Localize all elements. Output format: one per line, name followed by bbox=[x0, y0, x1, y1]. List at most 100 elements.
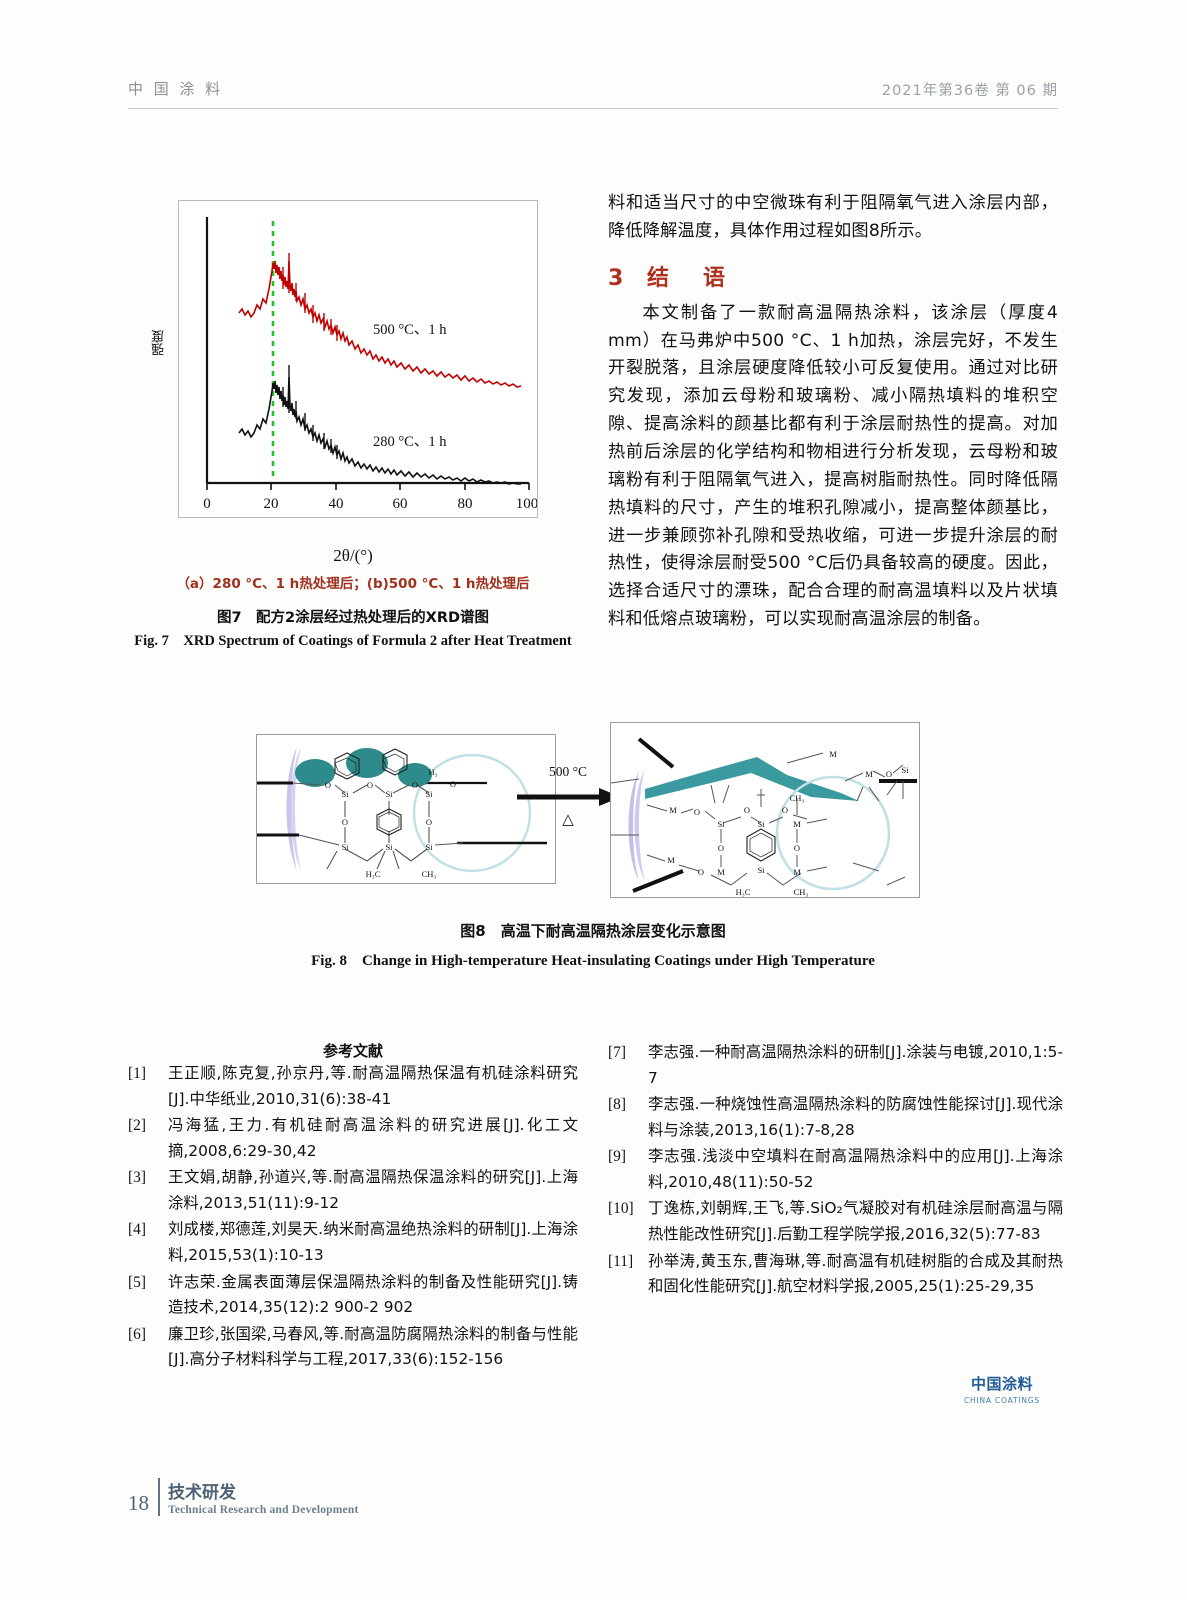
svg-text:80: 80 bbox=[458, 496, 473, 512]
svg-text:O: O bbox=[694, 807, 700, 817]
right-column: 料和适当尺寸的中空微珠有利于阻隔氧气进入涂层内部，降低降解温度，具体作用过程如图… bbox=[608, 190, 1058, 634]
svg-text:M: M bbox=[667, 855, 675, 865]
svg-text:O: O bbox=[325, 780, 331, 790]
svg-text:Si: Si bbox=[385, 789, 393, 799]
figure-8-caption-en: Fig. 8 Change in High-temperature Heat-i… bbox=[311, 953, 875, 969]
footer-section-cn: 技术研发 bbox=[168, 1483, 236, 1503]
svg-text:O: O bbox=[342, 817, 348, 827]
figure-7: 强度 bbox=[128, 180, 578, 600]
series-label-280c: 280 °C、1 h bbox=[373, 434, 447, 450]
heating-arrow-group: 500 °C △ bbox=[513, 764, 623, 844]
references-heading: 参考文献 bbox=[322, 1042, 383, 1060]
reference-text: 廉卫珍,张国梁,马春风,等.耐高温防腐隔热涂料的制备与性能[J].高分子材料科学… bbox=[168, 1324, 578, 1369]
reference-item: [5] 许志荣.金属表面薄层保温隔热涂料的制备及性能研究[J].铸造技术,2014… bbox=[128, 1270, 578, 1321]
section-heading: 3 结 语 bbox=[608, 260, 1058, 292]
left-column: 强度 bbox=[128, 180, 578, 653]
page-footer: 18 技术研发 Technical Research and Developme… bbox=[128, 1478, 358, 1516]
svg-text:Si: Si bbox=[341, 842, 349, 852]
reference-number: [4] bbox=[128, 1221, 146, 1239]
reaction-arrow-icon bbox=[517, 788, 621, 806]
reference-item: [9] 李志强.浅淡中空填料在耐高温隔热涂料中的应用[J].上海涂料,2010,4… bbox=[608, 1144, 1063, 1195]
svg-text:CH₃: CH₃ bbox=[790, 793, 805, 803]
figure-8: O Si O Si O Si O O O Si Si Si H₃C CH₃ bbox=[128, 712, 1058, 970]
logo-text-en: CHINA COATINGS bbox=[964, 1396, 1040, 1405]
svg-text:20: 20 bbox=[264, 496, 279, 512]
svg-text:O: O bbox=[744, 805, 750, 815]
reference-number: [10] bbox=[608, 1200, 634, 1218]
reference-text: 李志强.一种烧蚀性高温隔热涂料的防腐蚀性能探讨[J].现代涂料与涂装,2013,… bbox=[648, 1095, 1063, 1139]
svg-text:Si: Si bbox=[717, 819, 725, 829]
reference-text: 孙举涛,黄玉东,曹海琳,等.耐高温有机硅树脂的合成及其耐热和固化性能研究[J].… bbox=[648, 1251, 1063, 1296]
references-list-left: [1] 王正顺,陈克复,孙京丹,等.耐高温隔热保温有机硅涂料研究[J].中华纸业,… bbox=[128, 1061, 578, 1373]
reference-text: 丁逸栋,刘朝辉,王飞,等.SiO₂气凝胶对有机硅涂层耐高温与隔热性能改性研究[J… bbox=[648, 1199, 1063, 1243]
svg-text:0: 0 bbox=[203, 496, 211, 512]
svg-text:O: O bbox=[782, 805, 788, 815]
conclusion-paragraph: 本文制备了一款耐高温隔热涂料，该涂层（厚度4 mm）在马弗炉中500 °C、1 … bbox=[608, 302, 1058, 630]
svg-text:O: O bbox=[412, 780, 418, 790]
reference-item: [2] 冯海猛,王力.有机硅耐高温涂料的研究进展[J].化工文摘,2008,6:2… bbox=[128, 1113, 578, 1164]
svg-text:M: M bbox=[865, 769, 873, 779]
xrd-plot-area: 0 20 40 60 80 100 bbox=[178, 200, 538, 518]
svg-text:60: 60 bbox=[393, 496, 408, 512]
reference-number: [11] bbox=[608, 1252, 634, 1270]
logo-text-cn: 中国涂料 bbox=[970, 1375, 1033, 1393]
reference-item: [4] 刘成楼,郑德莲,刘昊天.纳米耐高温绝热涂料的研制[J].上海涂料,2015… bbox=[128, 1217, 578, 1268]
reference-item: [6] 廉卫珍,张国梁,马春风,等.耐高温防腐隔热涂料的制备与性能[J].高分子材… bbox=[128, 1322, 578, 1373]
page-number: 18 bbox=[128, 1491, 149, 1515]
coating-before-heating-svg: O Si O Si O Si O O O Si Si Si H₃C CH₃ bbox=[257, 747, 547, 879]
reference-number: [2] bbox=[128, 1117, 146, 1135]
figure-7-subcaption: （a）280 °C、1 h热处理后；(b)500 °C、1 h热处理后 bbox=[176, 576, 530, 592]
figure-7-caption-cn: 图7 配方2涂层经过热处理后的XRD谱图 bbox=[216, 610, 490, 626]
issue-info: 2021年第36卷 第 06 期 bbox=[881, 83, 1058, 99]
footer-section-en: Technical Research and Development bbox=[168, 1504, 359, 1516]
reference-text: 许志荣.金属表面薄层保温隔热涂料的制备及性能研究[J].铸造技术,2014,35… bbox=[168, 1272, 578, 1317]
references-list-right: [7] 李志强.一种耐高温隔热涂料的研制[J].涂装与电镀,2010,1:5-7[… bbox=[608, 1040, 1063, 1300]
section-number: 3 bbox=[608, 265, 634, 291]
svg-text:Si: Si bbox=[341, 789, 349, 799]
svg-text:Si: Si bbox=[901, 765, 909, 775]
reference-item: [10] 丁逸栋,刘朝辉,王飞,等.SiO₂气凝胶对有机硅涂层耐高温与隔热性能改性… bbox=[608, 1196, 1063, 1247]
svg-text:Si: Si bbox=[757, 819, 765, 829]
svg-text:Si: Si bbox=[757, 865, 765, 875]
svg-text:Si: Si bbox=[425, 842, 433, 852]
svg-text:M: M bbox=[793, 867, 801, 877]
page-header: 中 国 涂 料 2021年第36卷 第 06 期 bbox=[128, 78, 1058, 112]
header-divider bbox=[128, 108, 1058, 109]
svg-text:M: M bbox=[669, 805, 677, 815]
x-axis-label: 2θ/(°) bbox=[333, 546, 373, 565]
svg-text:H₃C: H₃C bbox=[736, 887, 751, 897]
journal-name: 中 国 涂 料 bbox=[128, 80, 224, 98]
delta-heat-symbol: △ bbox=[562, 810, 574, 828]
xrd-chart-svg: 0 20 40 60 80 100 bbox=[203, 217, 538, 512]
reference-number: [8] bbox=[608, 1096, 626, 1114]
figure-8-stage: O Si O Si O Si O O O Si Si Si H₃C CH₃ bbox=[128, 712, 1058, 912]
section-title: 结 语 bbox=[646, 265, 731, 291]
svg-text:O: O bbox=[886, 769, 892, 779]
figure-8-caption-cn: 图8 高温下耐高温隔热涂层变化示意图 bbox=[460, 922, 726, 940]
svg-text:O: O bbox=[698, 867, 704, 877]
svg-text:H₃C: H₃C bbox=[366, 869, 381, 879]
reference-text: 冯海猛,王力.有机硅耐高温涂料的研究进展[J].化工文摘,2008,6:29-3… bbox=[168, 1116, 578, 1160]
svg-text:Si: Si bbox=[385, 842, 393, 852]
reference-number: [7] bbox=[608, 1044, 626, 1061]
svg-text:M: M bbox=[717, 867, 725, 877]
reference-number: [6] bbox=[128, 1325, 146, 1343]
references-left-column: 参考文献 [1] 王正顺,陈克复,孙京丹,等.耐高温隔热保温有机硅涂料研究[J].… bbox=[128, 1040, 578, 1374]
heating-temperature-label: 500 °C bbox=[548, 764, 588, 779]
svg-text:CH₃: CH₃ bbox=[422, 869, 437, 879]
reference-item: [3] 王文娟,胡静,孙道兴,等.耐高温隔热保温涂料的研究[J].上海涂料,201… bbox=[128, 1165, 578, 1216]
reference-item: [11] 孙举涛,黄玉东,曹海琳,等.耐高温有机硅树脂的合成及其耐热和固化性能研究… bbox=[608, 1249, 1063, 1300]
china-coatings-logo: 中国涂料 CHINA COATINGS bbox=[952, 1373, 1052, 1405]
reference-item: [8] 李志强.一种烧蚀性高温隔热涂料的防腐蚀性能探讨[J].现代涂料与涂装,20… bbox=[608, 1092, 1063, 1143]
y-axis-label: 强度 bbox=[152, 330, 167, 356]
figure-8-left-panel: O Si O Si O Si O O O Si Si Si H₃C CH₃ bbox=[256, 734, 556, 884]
series-label-500c: 500 °C、1 h bbox=[373, 322, 447, 338]
figure-8-right-panel: M O Si O Si O M CH₃ O O M O M Si bbox=[610, 722, 920, 898]
paragraph-continuation: 料和适当尺寸的中空微珠有利于阻隔氧气进入涂层内部，降低降解温度，具体作用过程如图… bbox=[608, 193, 1058, 241]
reference-item: [1] 王正顺,陈克复,孙京丹,等.耐高温隔热保温有机硅涂料研究[J].中华纸业,… bbox=[128, 1061, 578, 1112]
svg-text:O: O bbox=[426, 817, 432, 827]
reference-text: 王文娟,胡静,孙道兴,等.耐高温隔热保温涂料的研究[J].上海涂料,2013,5… bbox=[168, 1168, 578, 1212]
svg-text:CH₃: CH₃ bbox=[794, 887, 809, 897]
svg-text:100: 100 bbox=[516, 496, 537, 512]
